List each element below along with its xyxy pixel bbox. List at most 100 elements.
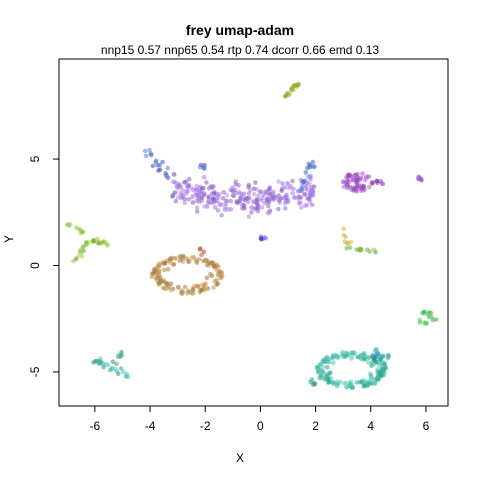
data-point bbox=[304, 184, 309, 189]
data-point bbox=[194, 183, 200, 189]
data-point bbox=[283, 206, 288, 211]
data-point bbox=[350, 177, 355, 183]
data-point bbox=[115, 354, 121, 360]
data-point bbox=[319, 374, 325, 380]
data-point bbox=[319, 368, 324, 374]
data-point bbox=[371, 247, 377, 253]
data-point bbox=[430, 317, 436, 323]
data-point bbox=[343, 234, 348, 240]
data-point bbox=[378, 371, 384, 376]
data-point bbox=[359, 379, 364, 385]
data-point bbox=[256, 193, 261, 199]
data-point bbox=[179, 290, 184, 296]
data-point bbox=[191, 290, 196, 296]
data-point bbox=[199, 195, 205, 200]
data-point bbox=[119, 349, 124, 355]
data-point bbox=[354, 187, 359, 193]
data-point bbox=[228, 198, 234, 204]
data-point bbox=[299, 186, 304, 192]
data-point bbox=[242, 197, 248, 203]
data-point bbox=[307, 191, 313, 196]
data-point bbox=[209, 261, 215, 266]
data-point bbox=[416, 175, 421, 180]
data-point bbox=[95, 358, 101, 364]
data-point bbox=[251, 198, 256, 204]
data-point bbox=[366, 184, 372, 190]
data-point bbox=[201, 165, 206, 171]
data-point bbox=[170, 194, 175, 199]
data-point bbox=[118, 366, 124, 371]
data-point bbox=[190, 194, 195, 199]
data-point bbox=[211, 200, 216, 205]
data-point bbox=[197, 246, 203, 251]
data-point bbox=[216, 264, 221, 270]
data-point bbox=[246, 191, 252, 196]
data-point bbox=[95, 236, 100, 242]
data-point bbox=[265, 191, 270, 196]
data-point bbox=[326, 359, 332, 365]
data-point bbox=[163, 170, 168, 176]
data-point bbox=[306, 196, 312, 202]
data-point bbox=[271, 191, 276, 196]
data-point bbox=[186, 183, 191, 189]
data-point bbox=[236, 183, 241, 188]
data-point bbox=[206, 200, 211, 205]
data-point bbox=[172, 172, 177, 177]
data-point bbox=[253, 180, 258, 185]
data-point bbox=[258, 236, 264, 241]
x-tick-label: 0 bbox=[257, 419, 264, 433]
data-point bbox=[204, 262, 210, 268]
chart-title: frey umap-adam bbox=[185, 22, 295, 38]
data-point bbox=[186, 259, 191, 265]
data-point bbox=[347, 184, 353, 190]
data-point bbox=[215, 208, 221, 213]
data-point bbox=[241, 191, 247, 197]
data-point bbox=[251, 191, 257, 197]
data-point bbox=[143, 153, 149, 159]
data-point bbox=[70, 259, 76, 264]
data-point bbox=[345, 241, 351, 247]
data-point bbox=[375, 377, 381, 383]
data-point bbox=[284, 185, 289, 190]
data-point bbox=[191, 254, 197, 260]
data-point bbox=[196, 194, 201, 200]
data-point bbox=[289, 85, 295, 91]
data-point bbox=[366, 174, 372, 179]
data-point bbox=[298, 205, 304, 210]
data-point bbox=[166, 285, 171, 290]
data-point bbox=[171, 179, 176, 184]
data-point bbox=[204, 275, 210, 281]
data-point bbox=[197, 190, 203, 196]
data-point bbox=[114, 361, 119, 367]
data-point bbox=[176, 186, 181, 191]
data-point bbox=[234, 200, 240, 205]
data-point bbox=[262, 200, 268, 206]
y-tick-label: 5 bbox=[28, 155, 42, 162]
data-point bbox=[378, 356, 383, 362]
data-point bbox=[239, 202, 245, 207]
data-point bbox=[358, 247, 364, 252]
data-point bbox=[74, 256, 79, 261]
data-point bbox=[343, 354, 349, 359]
data-point bbox=[322, 359, 328, 365]
data-point bbox=[364, 247, 370, 252]
data-point bbox=[312, 380, 317, 386]
data-point bbox=[369, 363, 375, 369]
data-point bbox=[276, 179, 281, 184]
data-point bbox=[364, 354, 369, 360]
data-point bbox=[182, 284, 188, 290]
data-point bbox=[251, 186, 257, 192]
data-point bbox=[219, 202, 224, 207]
data-point bbox=[297, 200, 303, 205]
data-point bbox=[181, 180, 187, 185]
data-point bbox=[142, 148, 148, 154]
data-point bbox=[160, 159, 165, 165]
data-point bbox=[372, 381, 378, 386]
data-point bbox=[185, 189, 190, 194]
data-point bbox=[202, 258, 207, 264]
data-point bbox=[206, 194, 211, 199]
data-point bbox=[173, 198, 179, 204]
data-point bbox=[224, 192, 230, 198]
data-point bbox=[291, 186, 296, 192]
x-tick-label: 4 bbox=[367, 419, 374, 433]
